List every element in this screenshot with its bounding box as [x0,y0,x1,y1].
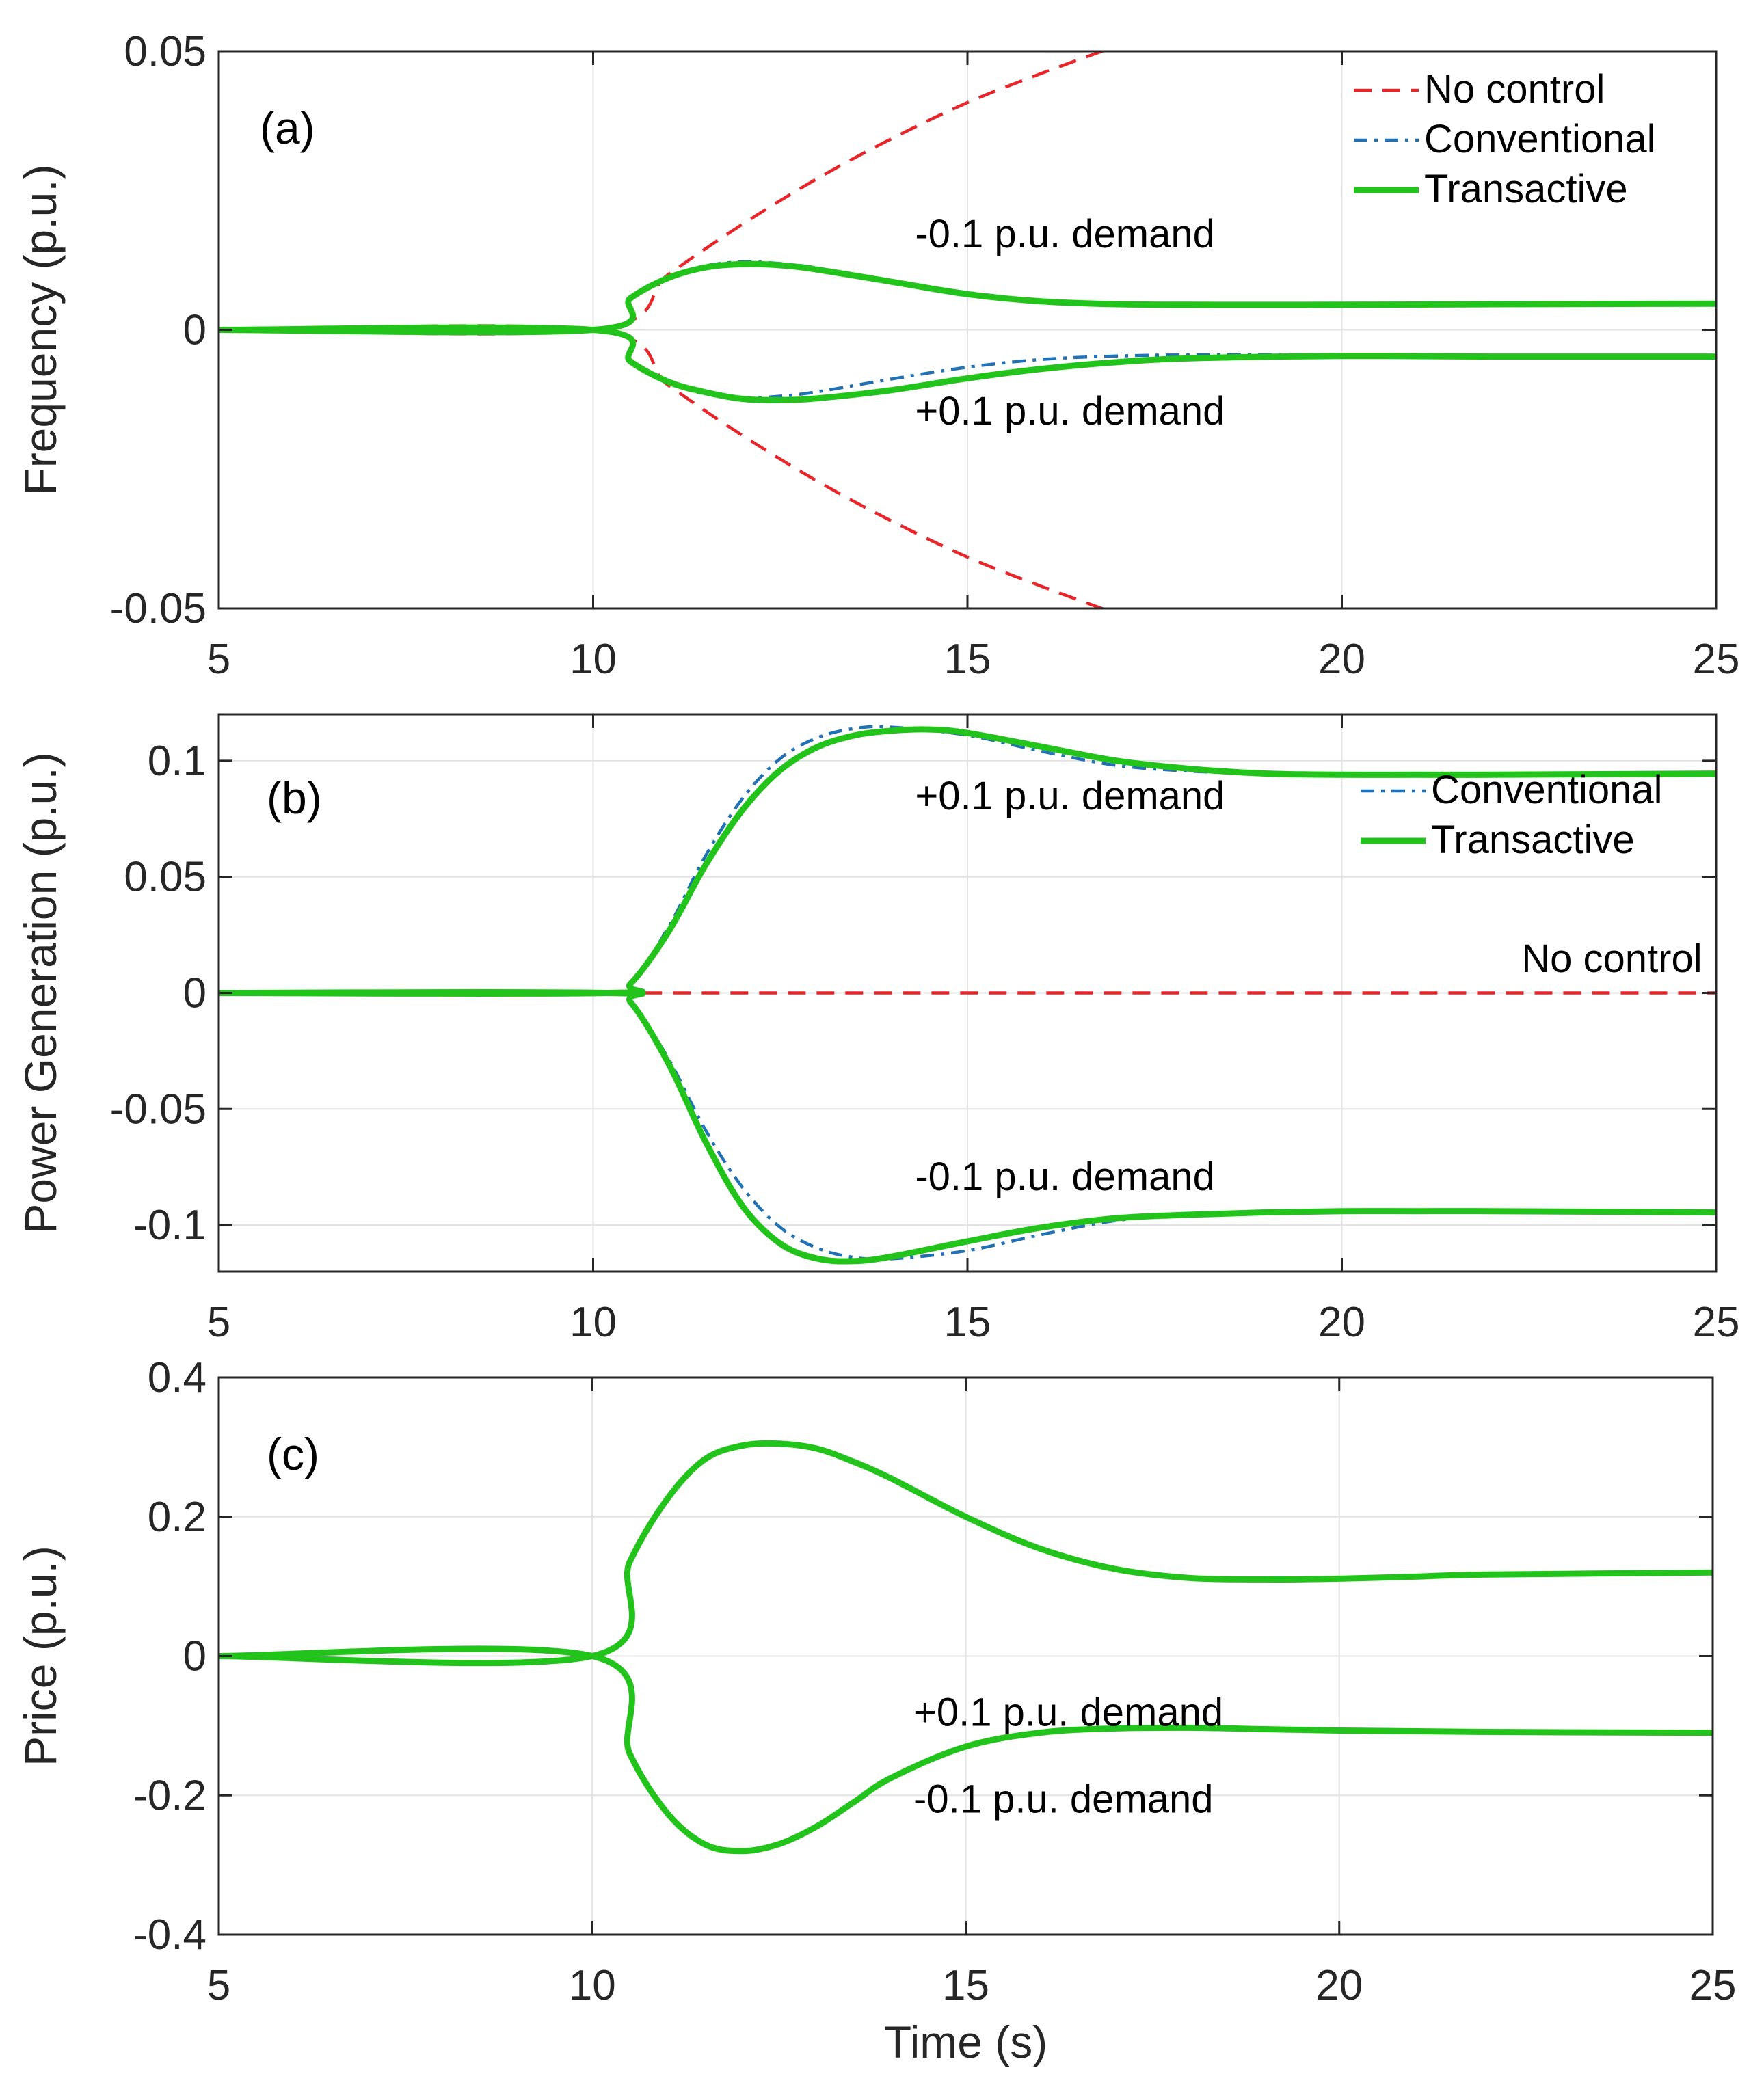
panel-a-ylabel: Frequency (p.u.) [15,164,66,495]
panel-c-annotation-minus-0-1-p-u-demand: -0.1 p.u. demand [913,1777,1214,1822]
panel-b-chart: 5 10 15 20 25 0.1 0.05 0 -0.05 -0.1 Power Generati… [15,713,1740,1346]
panel-a-xtick-label: 15 [944,636,991,683]
panel-b-xtick-label: 5 [207,1299,230,1346]
panel-b-annotation-no-control: No control [1521,937,1702,981]
panel-c-xtick-label: 25 [1689,1962,1737,2009]
panel-c-xlabel: Time (s) [884,2017,1048,2067]
panel-b-xtick-label: 25 [1693,1299,1740,1346]
panel-c-xtick-label: 10 [569,1962,616,2009]
panel-a-line-transactive-plusminus-0-1-p-u-demand [219,324,1716,403]
panel-c-xtick-label: 15 [942,1962,989,2009]
panel-b-ytick-label: -0.05 [110,1086,206,1133]
panel-a-ytick-label: -0.05 [110,585,206,632]
panel-c-series-group [219,1440,1713,1855]
panel-a-xtick-label: 5 [207,636,230,683]
panel-c-ytick-label: 0.4 [148,1354,206,1401]
panel-b-xtick-label: 20 [1318,1299,1365,1346]
panel-c-line-transactive-plusminus-0-1-p-u-demand [219,1440,1713,1667]
panel-a-panel-label: (a) [260,103,315,153]
panel-b-ytick-label: -0.1 [133,1202,206,1249]
panel-a-line-no-control-plusminus-0-1-p-u-demand [219,324,1107,608]
panel-a-legend-label-transactive: Transactive [1424,167,1628,211]
panel-b-ylabel: Power Generation (p.u.) [15,752,66,1233]
panel-b-legend: Conventional Transactive [1361,768,1663,862]
panel-c-chart: 5 10 15 20 25 0.4 0.2 0 -0.2 -0.4 Price (p.u.) Time… [15,1354,1736,2067]
panel-b-ytick-label: 0 [183,970,206,1017]
panel-a-xtick-label: 25 [1693,636,1740,683]
panel-b-series-group [219,725,1716,1265]
panel-c-panel-label: (c) [267,1429,319,1479]
panel-c-annotation-plusminus-0-1-p-u-demand: +0.1 p.u. demand [913,1690,1223,1734]
panel-a-annotation-plusminus-0-1-p-u-demand: +0.1 p.u. demand [915,389,1225,433]
panel-c-ytick-label: -0.4 [133,1911,206,1959]
panel-b-ytick-label: 0.1 [148,738,206,785]
panel-b-xtick-label: 10 [570,1299,617,1346]
panel-a-series-group [219,51,1716,608]
panel-c-ytick-label: -0.2 [133,1772,206,1819]
panel-c-xtick-label: 5 [207,1962,230,2009]
panel-a-line-no-control-minus-0-1-p-u-demand [219,51,1107,336]
panel-a-chart: 5 10 15 20 25 0.05 0 -0.05 Frequency (p.u.) (a) -0… [15,28,1739,683]
panel-b-legend-label-transactive: Transactive [1431,818,1635,862]
panel-a-line-transactive-minus-0-1-p-u-demand [219,260,1716,336]
panel-a-xtick-label: 10 [570,636,617,683]
panel-b-line-transactive-minus-0-1-p-u-demand [219,988,1716,1265]
panel-c-line-transactive-minus-0-1-p-u-demand [219,1645,1713,1855]
panel-b-panel-label: (b) [267,772,322,823]
panel-b-legend-label-conventional: Conventional [1431,768,1663,812]
panel-c-ytick-label: 0 [183,1633,206,1680]
panel-a-ytick-label: 0.05 [124,28,206,75]
panel-a-ytick-label: 0 [183,307,206,354]
panel-b-line-transactive-plusminus-0-1-p-u-demand [219,726,1716,997]
panel-a-annotation-minus-0-1-p-u-demand: -0.1 p.u. demand [915,212,1215,256]
panel-b-annotation-minus-0-1-p-u-demand: -0.1 p.u. demand [915,1155,1215,1199]
panel-b-annotation-plusminus-0-1-p-u-demand: +0.1 p.u. demand [915,774,1225,818]
panel-a-legend-label-no-control: No control [1424,67,1605,111]
panel-b-ytick-label: 0.05 [124,854,206,901]
panel-c-xtick-label: 20 [1315,1962,1363,2009]
panel-a-legend: No control Conventional Transactive [1354,67,1656,211]
panel-c-ytick-label: 0.2 [148,1494,206,1541]
panel-a-legend-label-conventional: Conventional [1424,117,1656,161]
panel-a-xtick-label: 20 [1318,636,1365,683]
panel-b-xtick-label: 15 [944,1299,991,1346]
panel-c-ylabel: Price (p.u.) [15,1546,66,1766]
